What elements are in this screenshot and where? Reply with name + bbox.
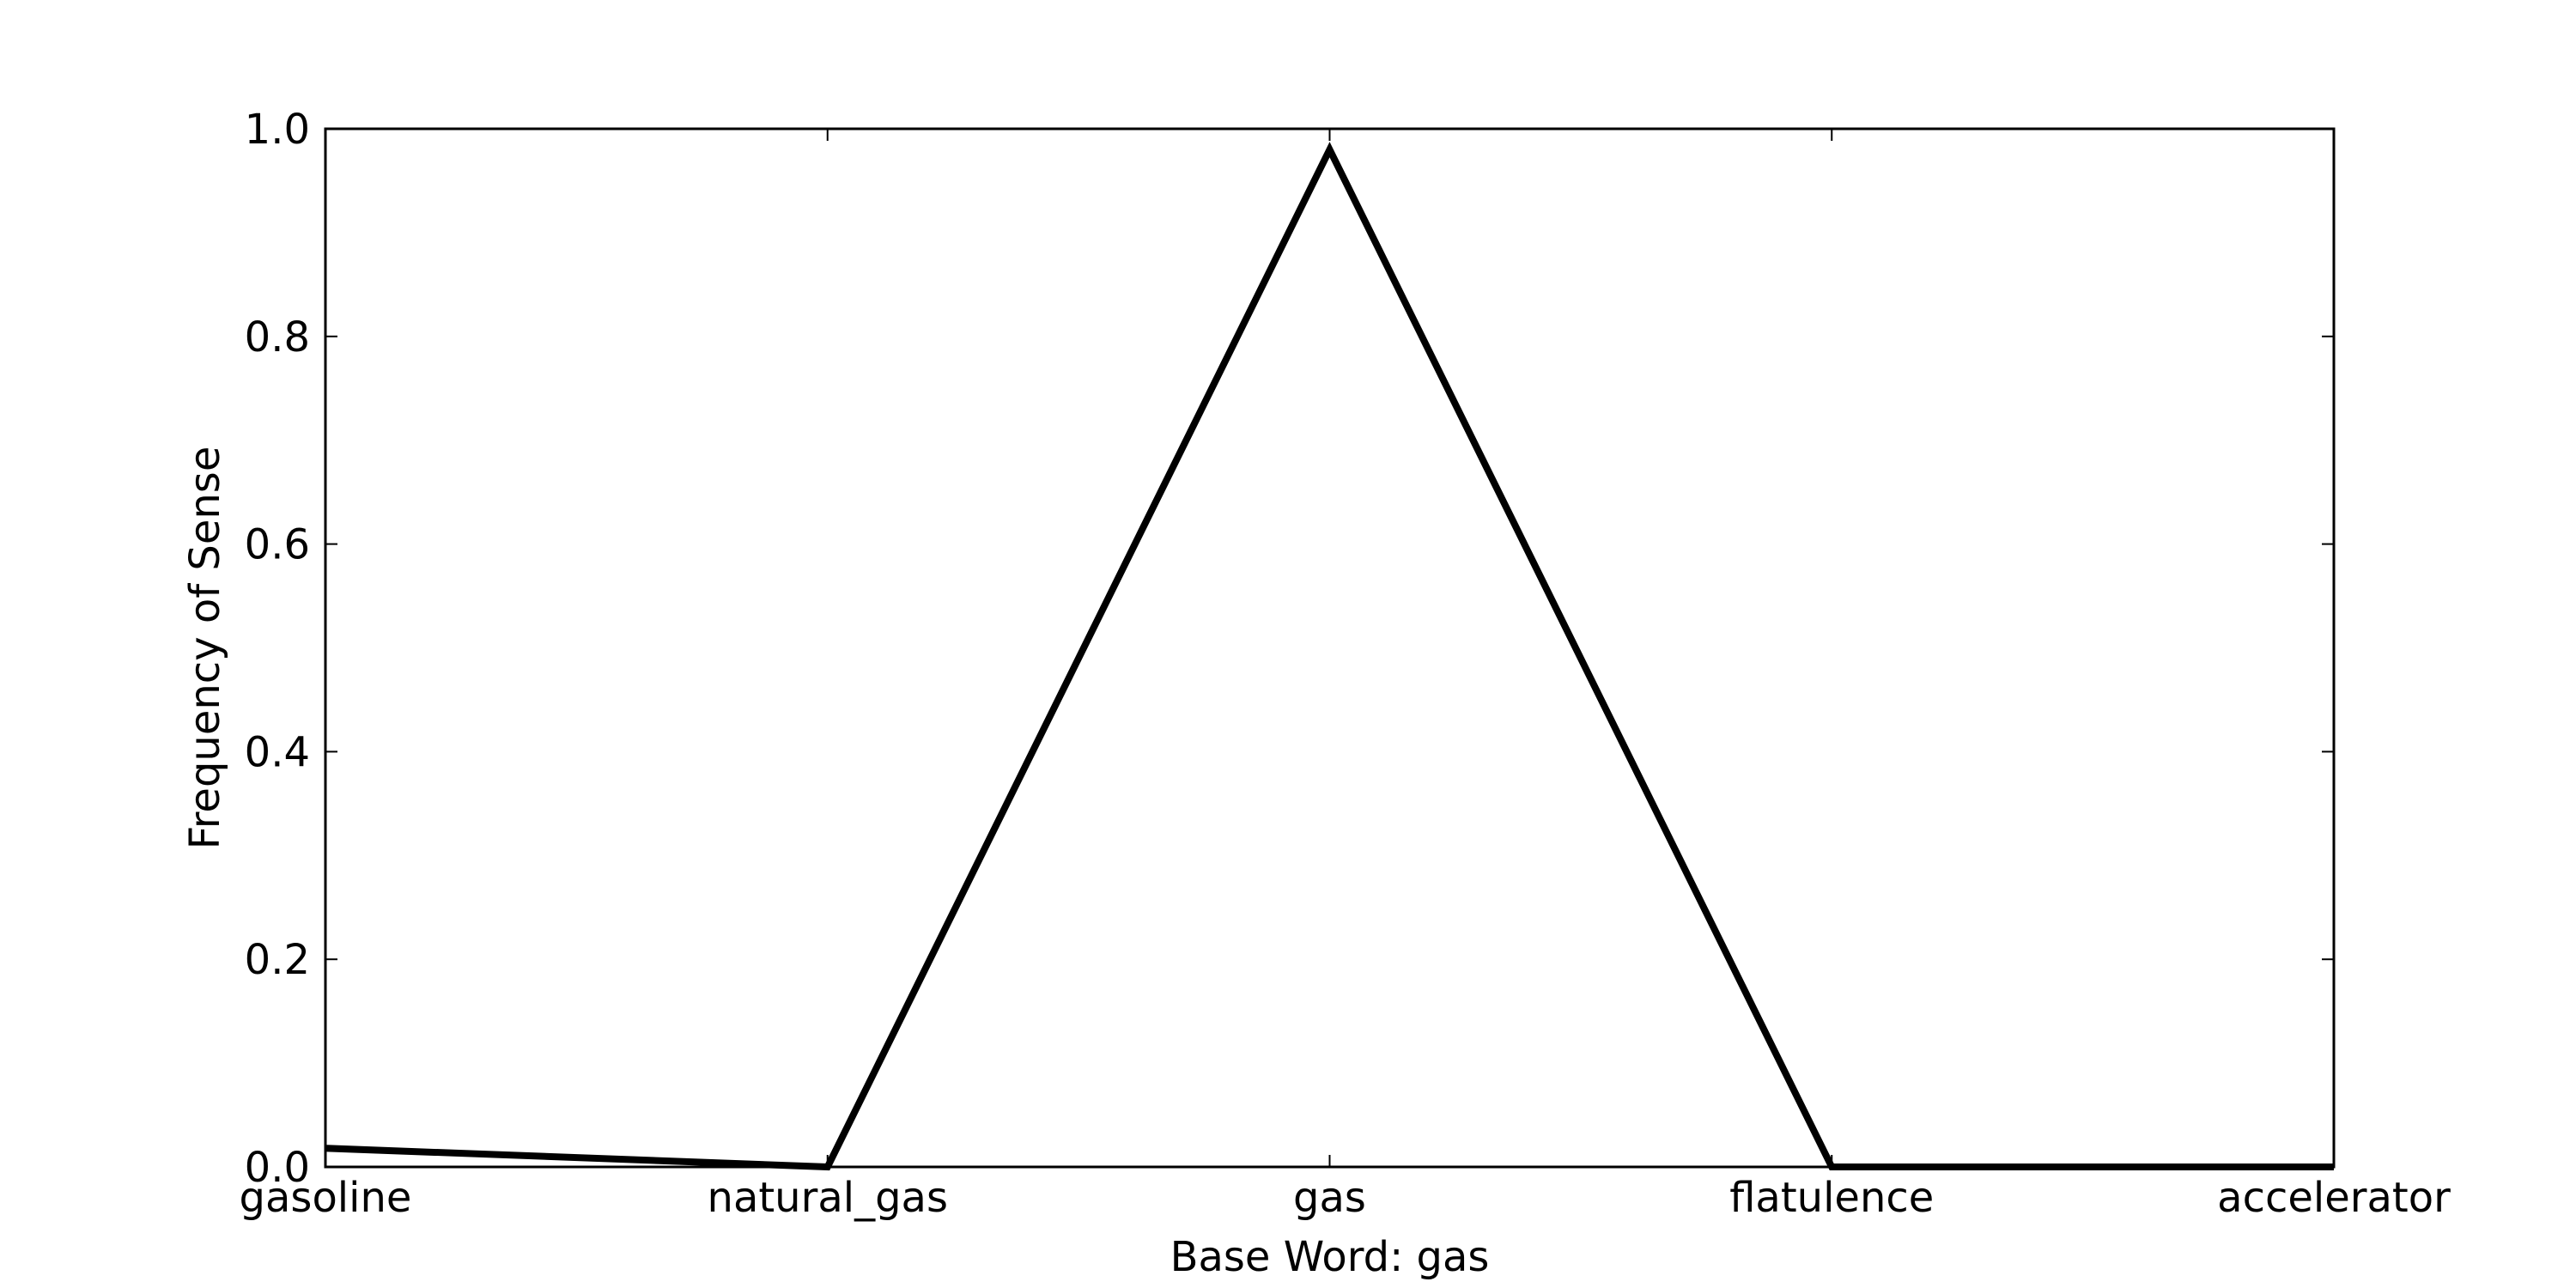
x-tick-label: gas (1293, 1174, 1366, 1222)
x-axis-title: Base Word: gas (1170, 1233, 1490, 1281)
y-tick-label: 0.4 (245, 728, 310, 776)
y-tick-label: 0.6 (245, 521, 310, 569)
y-tick-label: 1.0 (245, 106, 310, 154)
x-tick-label: accelerator (2217, 1174, 2451, 1222)
x-tick-label: flatulence (1729, 1174, 1934, 1222)
y-tick-label: 0.0 (245, 1144, 310, 1192)
y-axis-title: Frequency of Sense (181, 447, 229, 850)
y-tick-label: 0.2 (245, 936, 310, 984)
plot-frame (324, 127, 2336, 1169)
x-tick-label: gasoline (240, 1174, 412, 1222)
y-tick-label: 0.8 (245, 313, 310, 361)
x-tick-label: natural_gas (708, 1174, 948, 1222)
tick-labels-layer: 0.0 0.2 0.4 0.6 0.8 1.0 gasoline natural_gas gas… (240, 106, 2451, 1222)
